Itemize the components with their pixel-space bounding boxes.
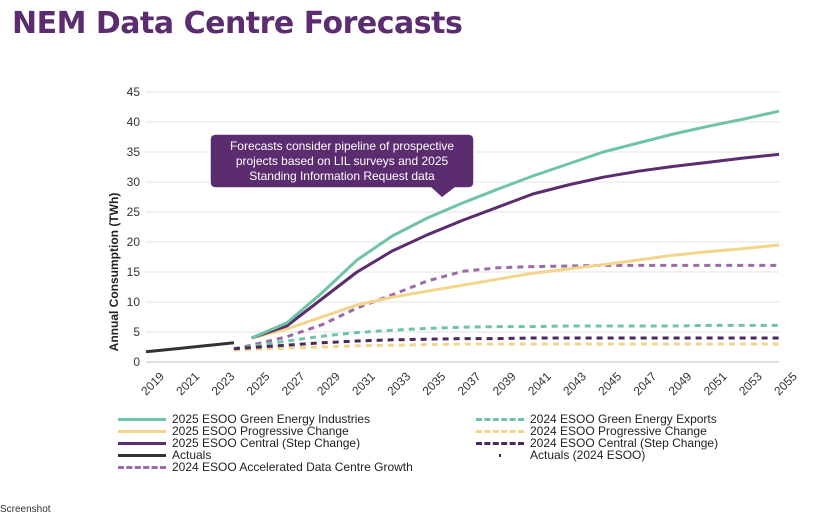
y-tick-label: 20 bbox=[127, 235, 141, 249]
series-line-5 bbox=[233, 323, 779, 351]
x-tick-label: 2045 bbox=[595, 369, 624, 398]
legend-swatch bbox=[118, 441, 166, 445]
legend-label: 2025 ESOO Green Energy Industries bbox=[172, 412, 371, 426]
series-line-1 bbox=[251, 243, 780, 340]
y-tick-label: 25 bbox=[127, 205, 141, 219]
legend-item: Actuals bbox=[118, 448, 211, 462]
annotation-text: Forecasts consider pipeline of prospecti… bbox=[230, 139, 454, 183]
legend-label: 2025 ESOO Progressive Change bbox=[172, 424, 349, 438]
y-tick-label: 10 bbox=[127, 295, 141, 309]
x-tick-label: 2033 bbox=[384, 369, 413, 398]
legend-item: 2024 ESOO Accelerated Data Centre Growth bbox=[118, 460, 413, 474]
y-tick-label: 40 bbox=[127, 115, 141, 129]
x-tick-label: 2027 bbox=[279, 369, 308, 398]
annotation-line: projects based on LIL surveys and 2025 bbox=[236, 154, 449, 168]
y-tick-label: 30 bbox=[127, 175, 141, 189]
legend-swatch bbox=[476, 429, 524, 433]
legend-swatch bbox=[118, 417, 166, 421]
series-line-4 bbox=[233, 263, 779, 351]
x-tick-label: 2043 bbox=[560, 369, 589, 398]
legend-item: 2024 ESOO Progressive Change bbox=[476, 424, 707, 438]
series-line-3 bbox=[145, 341, 235, 354]
x-axis-ticks: 2019 2021 2023 2025 2027 2029 2031 2033 2035 2037… bbox=[138, 369, 800, 398]
annotation-line: Standing Information Request data bbox=[249, 169, 435, 183]
x-tick-label: 2037 bbox=[455, 369, 484, 398]
legend-label: 2024 ESOO Green Energy Exports bbox=[530, 412, 717, 426]
legend-label: 2024 ESOO Central (Step Change) bbox=[530, 436, 719, 450]
series-line-0 bbox=[250, 109, 780, 340]
legend-label: Actuals bbox=[172, 448, 212, 462]
annotation-box bbox=[209, 133, 475, 199]
legend-item: 2025 ESOO Central (Step Change) bbox=[118, 436, 360, 450]
series-line-7 bbox=[233, 336, 779, 351]
y-axis-ticks: 0 5 10 15 20 25 30 35 40 45 bbox=[127, 85, 141, 369]
series-line-6 bbox=[233, 342, 779, 352]
x-tick-label: 2021 bbox=[173, 369, 202, 398]
y-tick-label: 45 bbox=[127, 85, 141, 99]
y-tick-label: 0 bbox=[133, 355, 140, 369]
x-tick-label: 2055 bbox=[771, 369, 800, 398]
legend-label: 2024 ESOO Accelerated Data Centre Growth bbox=[172, 460, 413, 474]
legend-label: Actuals (2024 ESOO) bbox=[530, 448, 646, 462]
y-tick-label: 35 bbox=[127, 145, 141, 159]
y-tick-label: 5 bbox=[133, 325, 140, 339]
x-tick-label: 2051 bbox=[701, 369, 730, 398]
legend-label: 2025 ESOO Central (Step Change) bbox=[172, 436, 361, 450]
chart-gridlines bbox=[146, 91, 779, 333]
x-tick-label: 2031 bbox=[349, 369, 378, 398]
x-tick-label: 2019 bbox=[138, 369, 167, 398]
x-tick-label: 2029 bbox=[314, 369, 343, 398]
legend-swatch bbox=[118, 465, 166, 469]
x-tick-label: 2041 bbox=[525, 369, 554, 398]
chart-series bbox=[145, 109, 780, 354]
legend-item: 2025 ESOO Progressive Change bbox=[118, 424, 349, 438]
legend-swatch bbox=[118, 453, 166, 457]
x-tick-label: 2035 bbox=[420, 369, 449, 398]
legend-label: 2024 ESOO Progressive Change bbox=[530, 424, 707, 438]
x-tick-label: 2047 bbox=[631, 369, 660, 398]
x-tick-label: 2023 bbox=[209, 369, 238, 398]
legend-item: 2024 ESOO Central (Step Change) bbox=[476, 436, 718, 450]
legend-item: 2025 ESOO Green Energy Industries bbox=[118, 412, 370, 426]
screenshot-label: Screenshot bbox=[0, 504, 51, 515]
x-tick-label: 2025 bbox=[244, 369, 273, 398]
x-tick-label: 2049 bbox=[666, 369, 695, 398]
annotation-callout: Forecasts consider pipeline of prospecti… bbox=[209, 133, 475, 199]
legend-item: 2024 ESOO Green Energy Exports bbox=[476, 412, 717, 426]
series-line-2 bbox=[251, 152, 780, 340]
legend-swatch bbox=[118, 429, 166, 433]
page-title: NEM Data Centre Forecasts bbox=[12, 6, 463, 41]
x-tick-label: 2039 bbox=[490, 369, 519, 398]
legend-item: Actuals (2024 ESOO) bbox=[476, 448, 645, 462]
legend-swatch bbox=[476, 441, 524, 445]
legend-swatch bbox=[476, 417, 524, 421]
annotation-line: Forecasts consider pipeline of prospecti… bbox=[230, 139, 454, 153]
y-axis-label: Annual Consumption (TWh) bbox=[107, 193, 121, 352]
legend-swatch bbox=[476, 453, 524, 457]
x-tick-label: 2053 bbox=[736, 369, 765, 398]
y-tick-label: 15 bbox=[127, 265, 141, 279]
